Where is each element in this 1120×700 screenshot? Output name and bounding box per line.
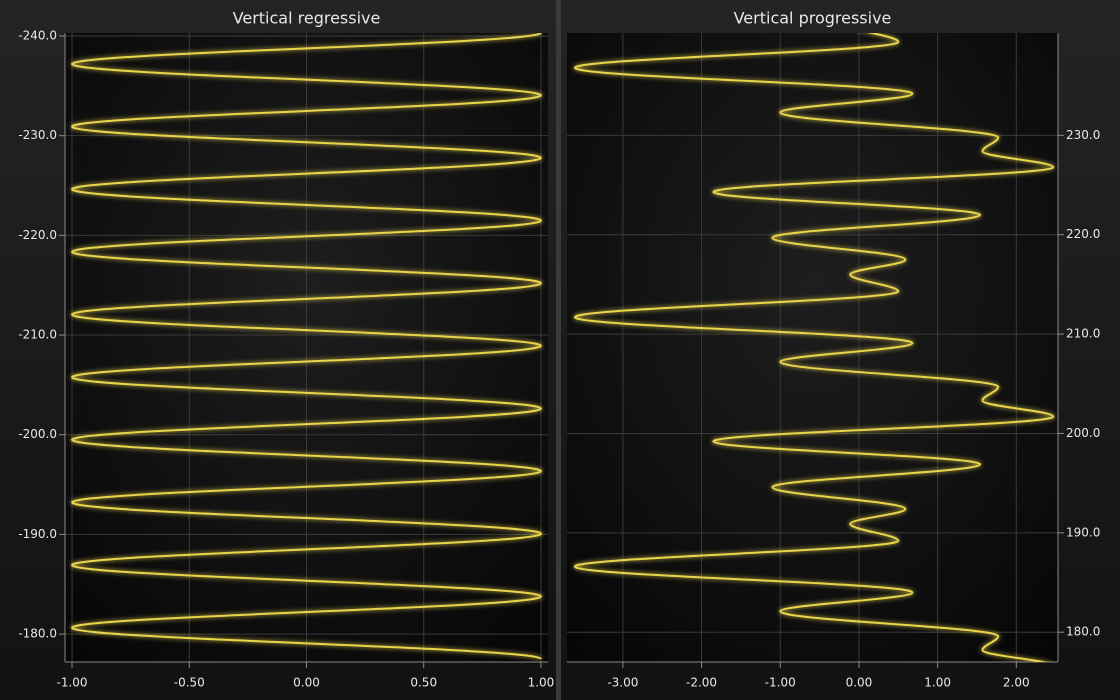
x-tick-label: 1.00 [528, 676, 555, 690]
separator [556, 0, 561, 700]
y-tick-label: -180.0 [18, 627, 57, 641]
x-tick-label: -0.50 [174, 676, 205, 690]
x-tick-label: -1.00 [765, 676, 796, 690]
y-tick-label: 220.0 [1066, 227, 1100, 241]
x-tick-label: 2.00 [1003, 676, 1030, 690]
x-tick-label: 1.00 [924, 676, 951, 690]
y-tick-label: -230.0 [18, 128, 57, 142]
y-tick-label: -210.0 [18, 328, 57, 342]
y-tick-label: 180.0 [1066, 625, 1100, 639]
data-line [71, 33, 542, 660]
x-tick-label: 0.50 [410, 676, 437, 690]
y-tick-label: 210.0 [1066, 327, 1100, 341]
y-tick-label: 200.0 [1066, 426, 1100, 440]
x-tick-label: 0.00 [293, 676, 320, 690]
y-tick-label: -190.0 [18, 527, 57, 541]
y-tick-label: -240.0 [18, 29, 57, 43]
x-tick-label: -3.00 [607, 676, 638, 690]
x-tick-label: 0.00 [846, 676, 873, 690]
y-tick-label: -200.0 [18, 427, 57, 441]
chart-title: Vertical regressive [233, 9, 381, 28]
plot-area [567, 33, 1058, 662]
y-tick-label: 190.0 [1066, 525, 1100, 539]
y-tick-label: -220.0 [18, 228, 57, 242]
chart-title: Vertical progressive [734, 9, 892, 28]
data-line [573, 33, 1055, 662]
x-tick-label: -1.00 [57, 676, 88, 690]
x-tick-label: -2.00 [686, 676, 717, 690]
y-tick-label: 230.0 [1066, 128, 1100, 142]
